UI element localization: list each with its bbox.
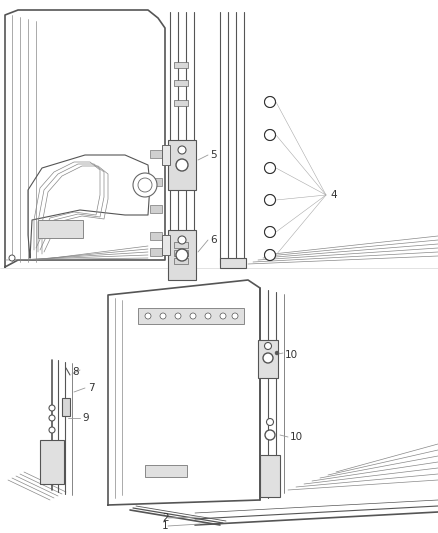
Circle shape bbox=[265, 163, 276, 174]
Bar bbox=[150, 205, 162, 213]
Circle shape bbox=[9, 255, 15, 261]
Bar bbox=[168, 230, 196, 280]
Bar bbox=[174, 62, 188, 68]
Circle shape bbox=[49, 405, 55, 411]
Circle shape bbox=[176, 249, 188, 261]
Circle shape bbox=[265, 130, 276, 141]
Bar bbox=[150, 232, 162, 240]
Circle shape bbox=[265, 195, 276, 206]
Circle shape bbox=[220, 313, 226, 319]
Circle shape bbox=[178, 146, 186, 154]
Text: 9: 9 bbox=[82, 413, 88, 423]
Circle shape bbox=[265, 195, 276, 206]
Circle shape bbox=[49, 427, 55, 433]
Bar bbox=[162, 235, 170, 255]
Circle shape bbox=[265, 430, 275, 440]
Text: 6: 6 bbox=[210, 235, 217, 245]
Circle shape bbox=[266, 418, 273, 425]
Bar bbox=[138, 308, 244, 324]
Bar bbox=[162, 145, 170, 165]
Bar bbox=[38, 220, 83, 238]
Bar bbox=[220, 258, 246, 268]
Circle shape bbox=[178, 236, 186, 244]
Circle shape bbox=[160, 313, 166, 319]
Bar bbox=[150, 248, 162, 256]
Bar bbox=[174, 100, 188, 106]
Bar bbox=[150, 150, 162, 158]
Text: 5: 5 bbox=[210, 150, 217, 160]
Bar bbox=[145, 465, 187, 477]
Circle shape bbox=[265, 163, 276, 174]
Circle shape bbox=[133, 173, 157, 197]
Bar bbox=[168, 140, 196, 190]
Bar bbox=[150, 178, 162, 186]
Circle shape bbox=[175, 313, 181, 319]
Text: 7: 7 bbox=[88, 383, 95, 393]
Circle shape bbox=[265, 96, 276, 108]
Circle shape bbox=[265, 227, 276, 238]
Text: 1: 1 bbox=[162, 521, 169, 531]
Circle shape bbox=[265, 249, 276, 261]
Circle shape bbox=[265, 249, 276, 261]
Bar bbox=[260, 455, 280, 497]
Bar bbox=[62, 398, 70, 416]
Circle shape bbox=[145, 313, 151, 319]
Circle shape bbox=[205, 313, 211, 319]
Bar bbox=[174, 80, 188, 86]
Text: 10: 10 bbox=[285, 350, 298, 360]
Circle shape bbox=[265, 227, 276, 238]
Text: 10: 10 bbox=[290, 432, 303, 442]
Bar bbox=[40, 440, 64, 484]
Circle shape bbox=[49, 415, 55, 421]
Circle shape bbox=[176, 159, 188, 171]
Bar bbox=[174, 250, 188, 256]
Circle shape bbox=[265, 96, 276, 108]
Bar bbox=[174, 242, 188, 248]
Circle shape bbox=[275, 351, 279, 355]
Circle shape bbox=[190, 313, 196, 319]
Circle shape bbox=[232, 313, 238, 319]
Text: 4: 4 bbox=[330, 190, 337, 200]
Text: 8: 8 bbox=[72, 367, 79, 377]
Circle shape bbox=[263, 353, 273, 363]
Text: 2: 2 bbox=[162, 513, 169, 523]
Bar bbox=[174, 258, 188, 264]
Circle shape bbox=[265, 130, 276, 141]
Circle shape bbox=[265, 343, 272, 350]
Circle shape bbox=[138, 178, 152, 192]
Bar bbox=[258, 340, 278, 378]
